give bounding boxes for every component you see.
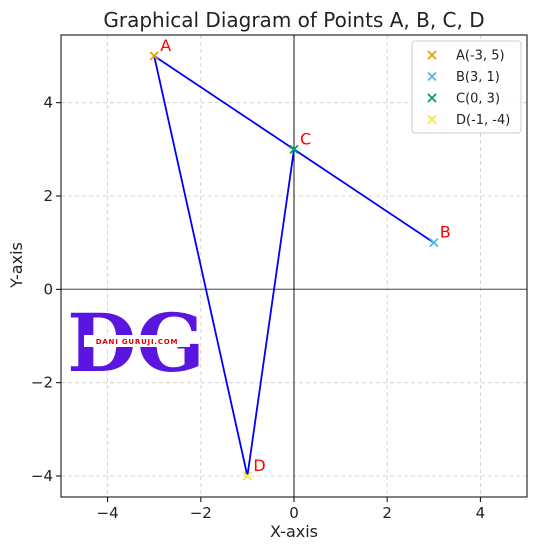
point-label-d: D [253,456,265,475]
x-tick-label: −2 [190,504,212,522]
x-ticks: −4 −2 0 2 4 [97,497,486,522]
chart-title: Graphical Diagram of Points A, B, C, D [103,8,484,32]
legend-box [411,40,522,134]
point-marker-b [429,238,439,248]
y-tick-label: −4 [31,467,53,485]
watermark-band [84,335,190,347]
x-tick-label: 0 [289,504,299,522]
legend-label-c: C(0, 3) [456,92,500,107]
point-label-c: C [300,129,311,148]
legend: A(-3, 5) B(3, 1) C(0, 3) D(-1, -4) [411,40,522,134]
legend-marker-d [427,114,437,125]
x-tick-label: −4 [97,504,119,522]
point-labels: A B C D [160,36,451,475]
x-axis-label: X-axis [270,522,318,541]
legend-marker-c [427,93,437,103]
watermark-logo: DG DANI GURUJI.COM [67,296,205,390]
y-tick-label: 4 [43,94,53,112]
y-tick-label: 0 [43,280,53,298]
point-marker-d [242,471,253,481]
y-tick-label: −2 [31,374,53,392]
y-axis-label: Y-axis [7,242,26,289]
x-tick-label: 4 [476,504,486,522]
point-marker-c [289,144,299,154]
legend-marker-b [427,71,437,82]
legend-label-b: B(3, 1) [456,70,500,85]
legend-marker-a [427,50,437,60]
legend-label-a: A(-3, 5) [456,49,505,64]
y-ticks: −4 −2 0 2 4 [31,94,61,485]
point-label-a: A [160,36,171,55]
legend-label-d: D(-1, -4) [456,113,510,128]
watermark-text: DANI GURUJI.COM [96,338,179,346]
point-markers [149,51,439,481]
point-marker-a [149,51,159,61]
y-tick-label: 2 [43,187,53,205]
point-label-b: B [440,223,451,242]
x-tick-label: 2 [382,504,392,522]
